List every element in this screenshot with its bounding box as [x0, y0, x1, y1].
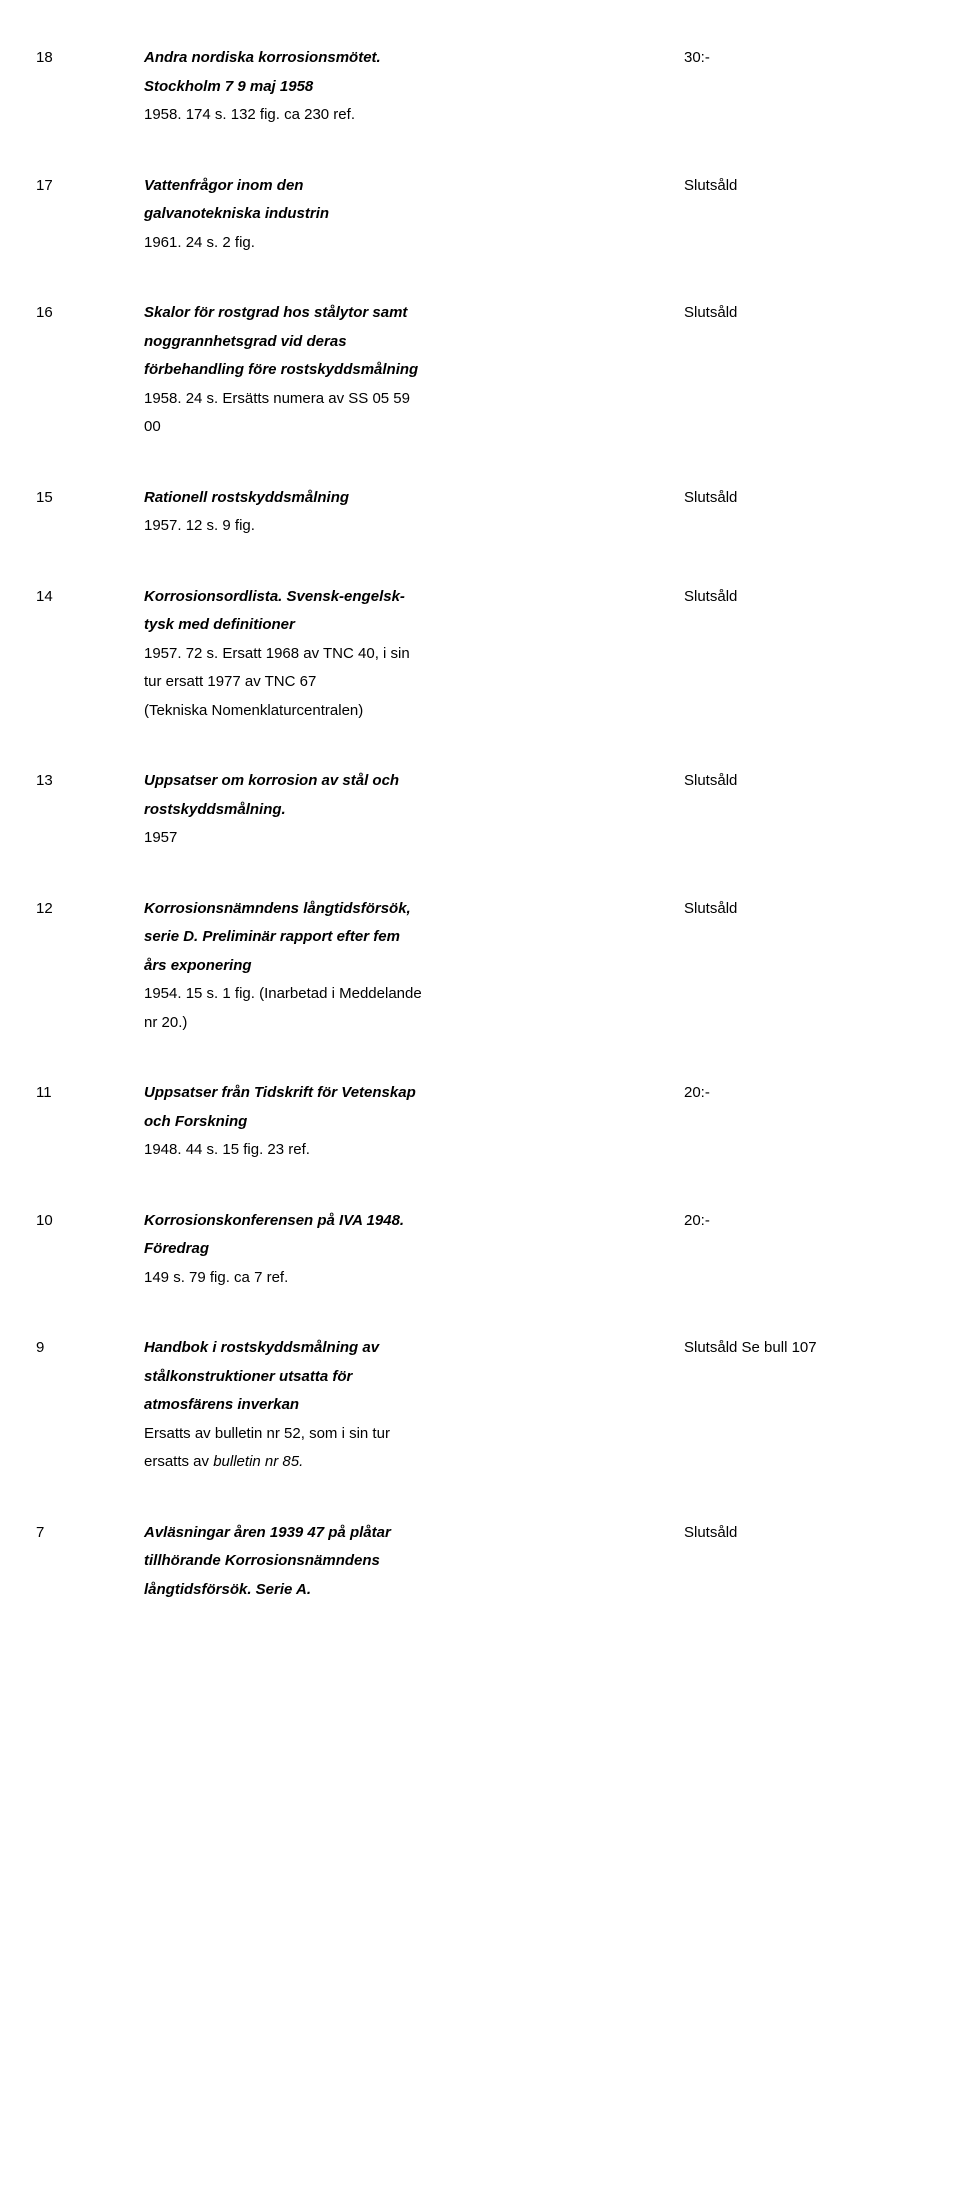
- row-title: Korrosionsnämndens långtidsförsök,: [144, 895, 684, 924]
- row-description: Avläsningar åren 1939 47 på plåtartillhö…: [144, 1519, 684, 1605]
- row-detail: ersatts av bulletin nr 85.: [144, 1448, 684, 1477]
- row-number: 18: [0, 44, 144, 73]
- row-title-cont: Stockholm 7 9 maj 1958: [144, 73, 684, 102]
- row-price: 30:-: [684, 44, 960, 73]
- row-number: 7: [0, 1519, 144, 1548]
- row-title: Uppsatser om korrosion av stål och: [144, 767, 684, 796]
- row-price: Slutsåld Se bull 107: [684, 1334, 960, 1363]
- row-number: 16: [0, 299, 144, 328]
- row-title: Korrosionsordlista. Svensk-engelsk-: [144, 583, 684, 612]
- row-description: Korrosionsordlista. Svensk-engelsk-tysk …: [144, 583, 684, 726]
- row-description: Korrosionskonferensen på IVA 1948.Föredr…: [144, 1207, 684, 1293]
- row-price: Slutsåld: [684, 583, 960, 612]
- row-price: 20:-: [684, 1079, 960, 1108]
- row-title-cont: rostskyddsmålning.: [144, 796, 684, 825]
- row-title: Skalor för rostgrad hos stålytor samt: [144, 299, 684, 328]
- row-number: 17: [0, 172, 144, 201]
- table-row: 12Korrosionsnämndens långtidsförsök,seri…: [0, 895, 960, 1038]
- row-price: Slutsåld: [684, 172, 960, 201]
- row-detail: 149 s. 79 fig. ca 7 ref.: [144, 1264, 684, 1293]
- row-title-cont: noggrannhetsgrad vid deras: [144, 328, 684, 357]
- row-description: Handbok i rostskyddsmålning avstålkonstr…: [144, 1334, 684, 1477]
- row-description: Korrosionsnämndens långtidsförsök,serie …: [144, 895, 684, 1038]
- table-row: 16Skalor för rostgrad hos stålytor samtn…: [0, 299, 960, 442]
- row-title-cont: tillhörande Korrosionsnämndens: [144, 1547, 684, 1576]
- row-description: Uppsatser om korrosion av stål ochrostsk…: [144, 767, 684, 853]
- row-title-cont: serie D. Preliminär rapport efter fem: [144, 923, 684, 952]
- row-detail-italic: bulletin nr 85.: [213, 1453, 303, 1470]
- row-title-cont: Föredrag: [144, 1235, 684, 1264]
- row-description: Andra nordiska korrosionsmötet.Stockholm…: [144, 44, 684, 130]
- row-description: Rationell rostskyddsmålning1957. 12 s. 9…: [144, 484, 684, 541]
- row-title: Avläsningar åren 1939 47 på plåtar: [144, 1519, 684, 1548]
- row-title-cont: långtidsförsök. Serie A.: [144, 1576, 684, 1605]
- row-description: Uppsatser från Tidskrift för Vetenskapoc…: [144, 1079, 684, 1165]
- row-title: Andra nordiska korrosionsmötet.: [144, 44, 684, 73]
- table-row: 15Rationell rostskyddsmålning1957. 12 s.…: [0, 484, 960, 541]
- row-number: 12: [0, 895, 144, 924]
- row-detail: nr 20.): [144, 1009, 684, 1038]
- row-title-cont: års exponering: [144, 952, 684, 981]
- row-title: Uppsatser från Tidskrift för Vetenskap: [144, 1079, 684, 1108]
- table-row: 18Andra nordiska korrosionsmötet.Stockho…: [0, 44, 960, 130]
- row-number: 9: [0, 1334, 144, 1363]
- row-price: Slutsåld: [684, 1519, 960, 1548]
- table-row: 7Avläsningar åren 1939 47 på plåtartillh…: [0, 1519, 960, 1605]
- row-title-cont: och Forskning: [144, 1108, 684, 1137]
- row-title-cont: tysk med definitioner: [144, 611, 684, 640]
- row-price: Slutsåld: [684, 484, 960, 513]
- row-price: Slutsåld: [684, 895, 960, 924]
- table-row: 14Korrosionsordlista. Svensk-engelsk-tys…: [0, 583, 960, 726]
- row-title-cont: förbehandling före rostskyddsmålning: [144, 356, 684, 385]
- table-row: 11Uppsatser från Tidskrift för Vetenskap…: [0, 1079, 960, 1165]
- table-row: 9Handbok i rostskyddsmålning avstålkonst…: [0, 1334, 960, 1477]
- row-detail: 1958. 24 s. Ersätts numera av SS 05 59: [144, 385, 684, 414]
- row-title-cont: galvanotekniska industrin: [144, 200, 684, 229]
- row-detail: 1957: [144, 824, 684, 853]
- row-title: Handbok i rostskyddsmålning av: [144, 1334, 684, 1363]
- row-title-cont: atmosfärens inverkan: [144, 1391, 684, 1420]
- row-description: Skalor för rostgrad hos stålytor samtnog…: [144, 299, 684, 442]
- row-detail: (Tekniska Nomenklaturcentralen): [144, 697, 684, 726]
- row-detail: 1957. 12 s. 9 fig.: [144, 512, 684, 541]
- row-number: 13: [0, 767, 144, 796]
- page: 18Andra nordiska korrosionsmötet.Stockho…: [0, 0, 960, 1706]
- row-detail: 1957. 72 s. Ersatt 1968 av TNC 40, i sin: [144, 640, 684, 669]
- row-title: Korrosionskonferensen på IVA 1948.: [144, 1207, 684, 1236]
- row-title: Rationell rostskyddsmålning: [144, 484, 684, 513]
- row-title-cont: stålkonstruktioner utsatta för: [144, 1363, 684, 1392]
- row-price: Slutsåld: [684, 767, 960, 796]
- row-title: Vattenfrågor inom den: [144, 172, 684, 201]
- row-detail: 1958. 174 s. 132 fig. ca 230 ref.: [144, 101, 684, 130]
- row-number: 14: [0, 583, 144, 612]
- row-description: Vattenfrågor inom dengalvanotekniska ind…: [144, 172, 684, 258]
- row-detail: 00: [144, 413, 684, 442]
- row-detail: 1954. 15 s. 1 fig. (Inarbetad i Meddelan…: [144, 980, 684, 1009]
- row-detail: Ersatts av bulletin nr 52, som i sin tur: [144, 1420, 684, 1449]
- row-number: 10: [0, 1207, 144, 1236]
- row-detail-text: ersatts av: [144, 1453, 213, 1470]
- row-detail-text: Ersatts av bulletin nr 52, som i sin tur: [144, 1425, 390, 1442]
- row-price: 20:-: [684, 1207, 960, 1236]
- row-number: 11: [0, 1079, 144, 1108]
- row-detail: tur ersatt 1977 av TNC 67: [144, 668, 684, 697]
- table-row: 13Uppsatser om korrosion av stål ochrost…: [0, 767, 960, 853]
- row-detail: 1948. 44 s. 15 fig. 23 ref.: [144, 1136, 684, 1165]
- row-number: 15: [0, 484, 144, 513]
- table-row: 10Korrosionskonferensen på IVA 1948.Före…: [0, 1207, 960, 1293]
- row-detail: 1961. 24 s. 2 fig.: [144, 229, 684, 258]
- row-price: Slutsåld: [684, 299, 960, 328]
- table-row: 17Vattenfrågor inom dengalvanotekniska i…: [0, 172, 960, 258]
